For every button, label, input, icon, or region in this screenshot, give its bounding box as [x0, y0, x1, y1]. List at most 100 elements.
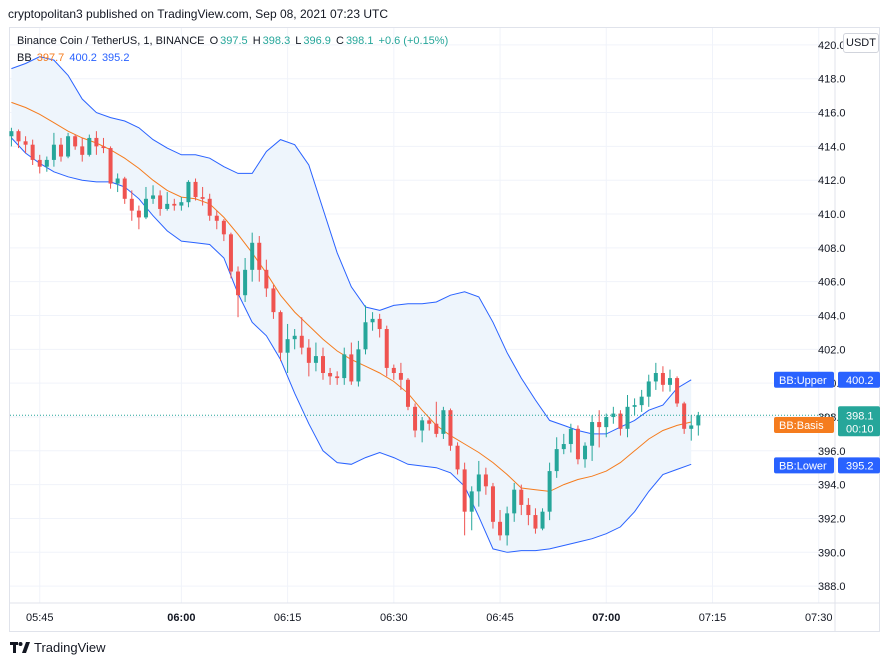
candle[interactable] — [285, 323, 290, 373]
candle[interactable] — [689, 415, 694, 441]
candle[interactable] — [101, 137, 106, 154]
candle[interactable] — [16, 129, 21, 149]
candle[interactable] — [625, 394, 630, 438]
candle[interactable] — [9, 127, 14, 147]
candle[interactable] — [505, 506, 510, 546]
candle[interactable] — [370, 312, 375, 331]
candle[interactable] — [413, 403, 418, 438]
candle[interactable] — [356, 340, 361, 387]
candle[interactable] — [533, 508, 538, 534]
candle[interactable] — [193, 178, 198, 201]
candle[interactable] — [639, 389, 644, 412]
candle[interactable] — [575, 425, 580, 465]
candle[interactable] — [675, 376, 680, 407]
candle[interactable] — [108, 146, 113, 189]
candle[interactable] — [377, 313, 382, 338]
candle[interactable] — [561, 433, 566, 455]
candle[interactable] — [151, 185, 156, 204]
candle[interactable] — [115, 173, 120, 193]
candle[interactable] — [243, 258, 248, 302]
candle[interactable] — [179, 197, 184, 211]
candle[interactable] — [200, 186, 205, 206]
candle[interactable] — [441, 406, 446, 439]
candle[interactable] — [653, 362, 658, 390]
candle[interactable] — [292, 329, 297, 350]
candle[interactable] — [228, 232, 233, 279]
candle[interactable] — [264, 259, 269, 297]
candle[interactable] — [257, 236, 262, 282]
candle[interactable] — [236, 266, 241, 318]
candle[interactable] — [23, 136, 28, 154]
candle[interactable] — [668, 369, 672, 392]
candle[interactable] — [51, 132, 56, 167]
candle[interactable] — [583, 442, 588, 468]
candle[interactable] — [306, 339, 311, 377]
candle[interactable] — [30, 139, 35, 165]
candle[interactable] — [328, 367, 333, 385]
candle[interactable] — [512, 482, 517, 522]
candle[interactable] — [165, 192, 170, 211]
candle[interactable] — [519, 484, 524, 516]
candle[interactable] — [207, 193, 212, 221]
candle[interactable] — [498, 509, 503, 541]
candle[interactable] — [87, 134, 92, 157]
candle[interactable] — [526, 498, 531, 526]
candle[interactable] — [143, 186, 148, 220]
candle[interactable] — [568, 423, 573, 453]
candle[interactable] — [66, 132, 71, 159]
candle[interactable] — [172, 198, 177, 211]
candle[interactable] — [73, 134, 78, 150]
candle[interactable] — [44, 156, 49, 172]
candle[interactable] — [682, 401, 687, 434]
brand[interactable]: TradingView — [10, 640, 106, 655]
candle[interactable] — [214, 210, 219, 230]
candle[interactable] — [632, 398, 637, 416]
symbol-title[interactable]: Binance Coin / TetherUS, 1, BINANCE — [17, 35, 205, 47]
candle[interactable] — [349, 342, 354, 385]
candle[interactable] — [363, 305, 368, 355]
candle[interactable] — [462, 462, 467, 536]
candle[interactable] — [483, 467, 488, 495]
candle[interactable] — [398, 362, 403, 390]
candle[interactable] — [122, 176, 127, 204]
candle[interactable] — [405, 378, 410, 411]
candle[interactable] — [321, 347, 326, 380]
candle[interactable] — [476, 460, 481, 507]
candle[interactable] — [660, 366, 665, 392]
candle[interactable] — [490, 482, 495, 529]
candle[interactable] — [384, 325, 389, 377]
candle[interactable] — [80, 137, 85, 162]
candle[interactable] — [129, 190, 134, 221]
candle[interactable] — [590, 415, 595, 461]
candle[interactable] — [618, 410, 623, 436]
candle[interactable] — [696, 411, 701, 436]
candle[interactable] — [186, 180, 191, 208]
currency-selector[interactable]: USDT — [843, 33, 879, 53]
candle[interactable] — [278, 310, 283, 362]
candle[interactable] — [540, 508, 545, 531]
candle[interactable] — [221, 219, 226, 242]
candle[interactable] — [547, 462, 552, 521]
candle[interactable] — [335, 371, 340, 385]
candle[interactable] — [469, 486, 474, 531]
candle[interactable] — [455, 442, 460, 475]
candle[interactable] — [94, 131, 99, 155]
candle[interactable] — [448, 408, 453, 451]
candle[interactable] — [250, 232, 255, 282]
candle[interactable] — [646, 374, 651, 407]
candle[interactable] — [299, 317, 304, 355]
candle[interactable] — [554, 437, 559, 478]
candle[interactable] — [604, 413, 609, 438]
candle[interactable] — [37, 154, 42, 174]
candle[interactable] — [434, 401, 439, 438]
candle[interactable] — [158, 190, 163, 216]
candle[interactable] — [427, 416, 432, 431]
candle[interactable] — [342, 347, 347, 385]
bb-indicator-label[interactable]: BB — [17, 52, 32, 64]
candle[interactable] — [271, 285, 276, 319]
candle[interactable] — [420, 416, 425, 443]
candle[interactable] — [136, 205, 141, 230]
candle[interactable] — [58, 137, 63, 162]
candle[interactable] — [313, 342, 318, 372]
